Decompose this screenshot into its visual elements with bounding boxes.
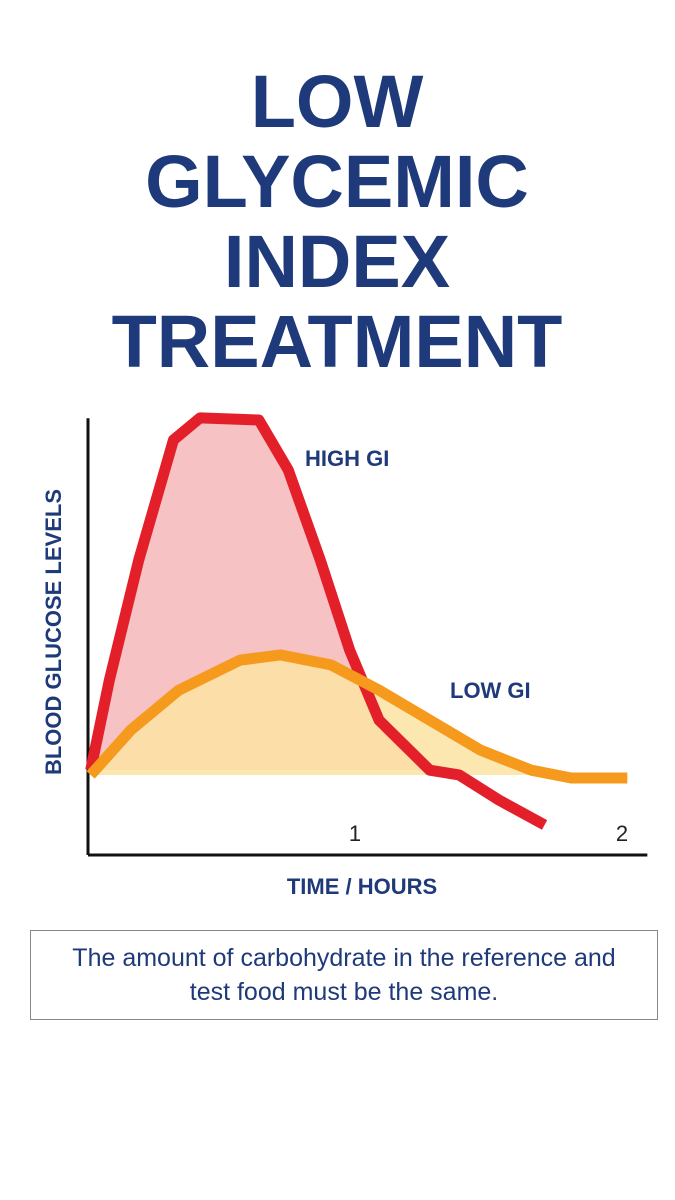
series-line xyxy=(85,412,548,830)
lines xyxy=(85,412,628,830)
series-line xyxy=(86,649,628,784)
y-axis-label: BLOOD GLUCOSE LEVELS xyxy=(41,489,66,775)
chart: BLOOD GLUCOSE LEVELS TIME / HOURS 1 2 HIGH… xyxy=(41,412,648,899)
x-tick-label: 2 xyxy=(616,821,628,846)
series-label: HIGH GI xyxy=(305,446,389,471)
note: The amount of carbohydrate in the refere… xyxy=(30,930,658,1020)
x-axis-label: TIME / HOURS xyxy=(287,874,437,899)
area-fill xyxy=(90,654,628,775)
title: LOW GLYCEMIC INDEX TREATMENT xyxy=(111,60,563,383)
series-label: LOW GI xyxy=(450,678,531,703)
area-fills xyxy=(90,417,628,775)
x-tick-label: 1 xyxy=(349,821,361,846)
